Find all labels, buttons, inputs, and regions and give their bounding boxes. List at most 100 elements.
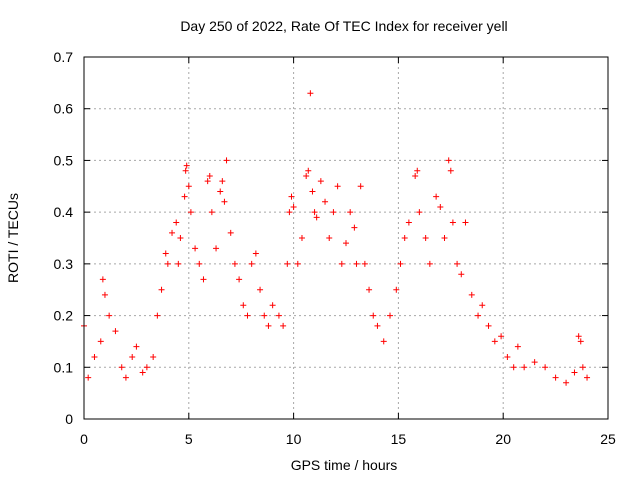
data-point [221,198,228,205]
y-tick-label: 0.5 [54,152,74,168]
data-point [175,260,182,267]
data-point [347,209,354,216]
data-point [192,245,199,252]
data-point [571,369,578,376]
data-point [284,260,291,267]
data-point [280,322,287,329]
data-point [133,343,140,350]
data-point [475,312,482,319]
data-point [370,312,377,319]
data-point [231,260,238,267]
data-point [204,178,211,185]
data-point [185,183,192,190]
data-point [479,302,486,309]
data-point [244,312,251,319]
data-point [164,260,171,267]
y-tick-label: 0.7 [54,49,74,65]
data-point [252,250,259,257]
data-point [236,276,243,283]
data-point [449,219,456,226]
data-point [150,353,157,360]
data-point [290,203,297,210]
y-tick-label: 0.2 [54,308,74,324]
data-point [426,260,433,267]
data-point [85,374,92,381]
data-point [468,291,475,298]
data-points [81,90,591,386]
data-point [510,364,517,371]
x-tick-label: 20 [495,431,511,447]
data-point [99,276,106,283]
data-point [498,333,505,340]
data-point [154,312,161,319]
axis-ticks [83,56,609,420]
data-point [196,260,203,267]
data-point [213,245,220,252]
data-point [563,379,570,386]
data-point [357,183,364,190]
data-point [288,193,295,200]
data-point [118,364,125,371]
data-point [183,162,190,169]
data-point [412,172,419,179]
y-tick-label: 0.6 [54,101,74,117]
data-point [303,172,310,179]
data-point [374,322,381,329]
data-point [326,235,333,241]
data-point [401,235,408,241]
data-point [361,260,368,267]
data-point [97,338,104,345]
data-point [437,203,444,210]
data-point [169,229,176,236]
data-point [158,286,165,293]
data-point [458,271,465,278]
data-point [261,312,268,319]
data-point [441,235,448,241]
x-tick-label: 0 [80,431,88,447]
data-point [139,369,146,376]
y-tick-labels: 0 0.1 0.2 0.3 0.4 0.5 0.6 0.7 [54,49,74,427]
data-point [343,240,349,247]
data-point [294,260,301,267]
data-point [405,219,412,226]
data-point [531,359,538,366]
data-point [269,302,276,309]
data-point [552,374,559,381]
data-point [129,353,136,360]
chart-title: Day 250 of 2022, Rate Of TEC Index for r… [180,18,507,34]
data-point [422,235,429,241]
x-tick-label: 10 [286,431,302,447]
data-point [182,167,189,174]
data-point [227,229,234,236]
data-point [307,90,314,97]
data-point [112,328,119,335]
data-point [311,209,318,216]
x-tick-label: 15 [391,431,407,447]
data-point [106,312,113,319]
y-tick-label: 0 [65,411,73,427]
data-point [454,260,461,267]
data-point [542,364,549,371]
data-point [433,193,440,200]
data-point [353,260,360,267]
data-point [334,183,341,190]
data-point [298,235,305,241]
data-point [393,286,400,293]
data-point [491,338,498,345]
data-point [575,333,582,340]
data-point [275,312,282,319]
data-point [577,338,584,345]
x-tick-labels: 0 5 10 15 20 25 [80,431,616,447]
data-point [485,322,492,329]
data-point [380,338,387,345]
data-point [91,353,98,360]
data-point [143,364,150,371]
data-point [223,157,230,164]
data-point [579,364,586,371]
data-point [414,167,421,174]
data-point [240,302,247,309]
data-point [257,286,264,293]
data-point [521,364,528,371]
data-point [265,322,272,329]
